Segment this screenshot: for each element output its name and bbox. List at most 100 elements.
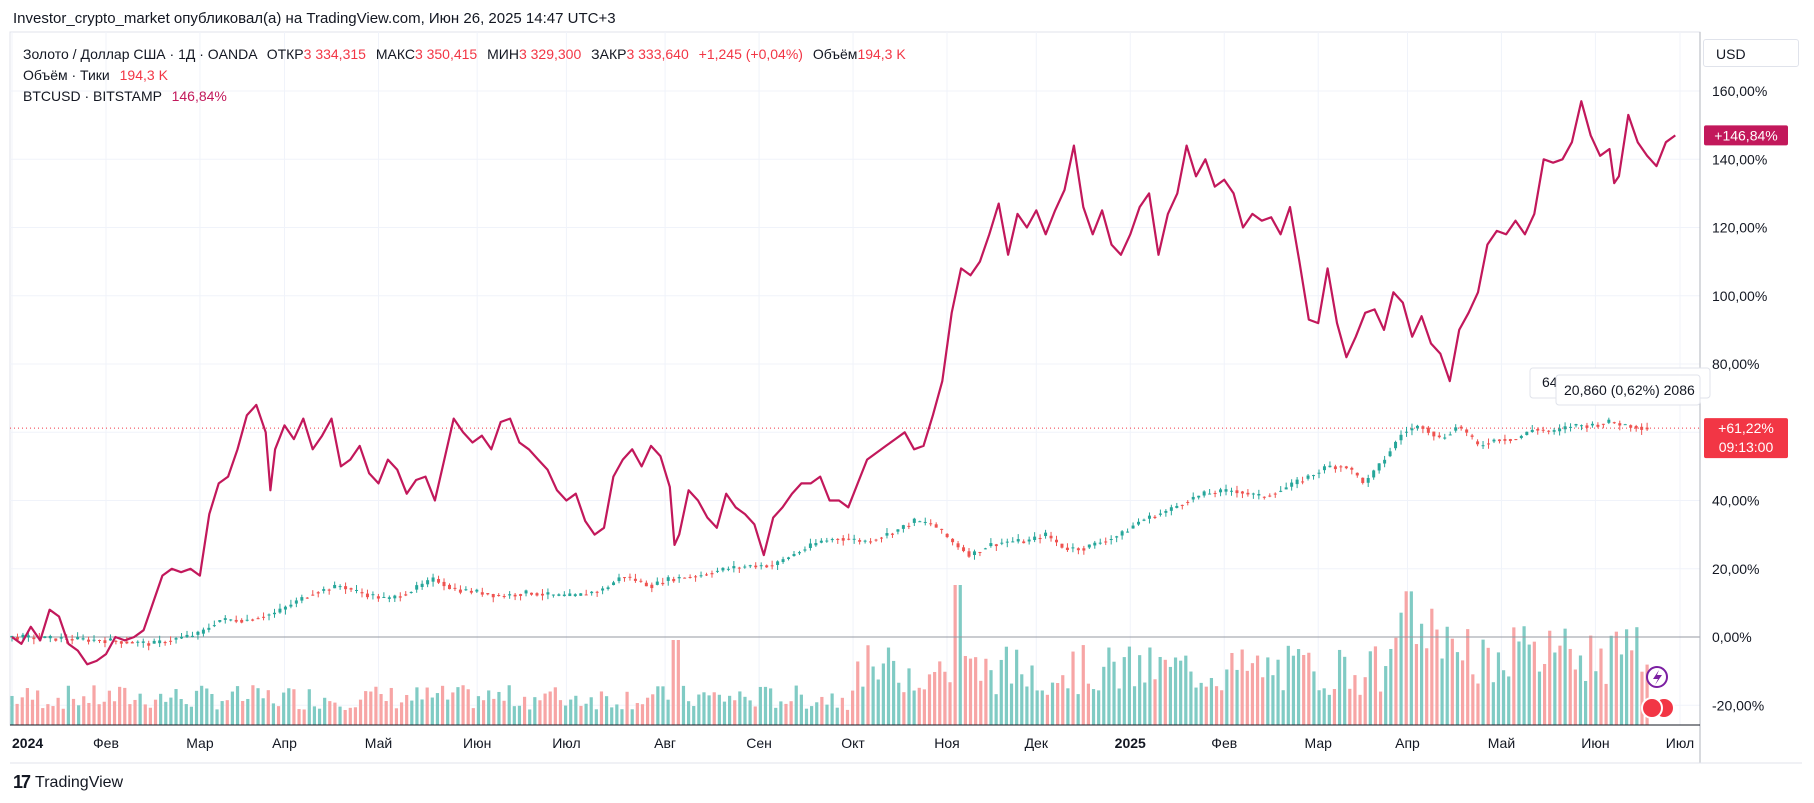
volume-bar [1158,656,1162,725]
gold-candle [103,640,107,644]
volume-bar [10,695,14,725]
volume-bar [143,704,147,725]
gold-candle [989,543,993,547]
gold-candle [1629,425,1633,428]
gold-candle [1487,443,1491,445]
gold-candle [677,576,681,579]
btc-price-badge [1704,125,1788,146]
gold-candle [409,591,413,593]
volume-bar [528,709,532,725]
legend-compare[interactable]: BTCUSD · BITSTAMP 146,84% [23,88,227,104]
gold-candle [426,580,430,585]
volume-bar [1471,674,1475,725]
legend-symbol[interactable]: Золото / Доллар США · 1Д · OANDA [23,46,257,62]
gold-candle [458,589,462,593]
volume-bar [51,706,55,725]
volume-bar [1240,649,1244,725]
volume-bar [656,686,660,725]
volume-bar [1312,671,1316,725]
gold-candle [825,540,829,542]
gold-candle [1530,429,1534,433]
gold-candle [1355,472,1359,476]
volume-bar [1384,666,1388,725]
gold-candle [1404,431,1408,433]
x-tick-label: Июн [1581,735,1609,751]
gold-candle [1033,536,1037,541]
volume-bar [461,685,465,725]
footer-brand[interactable]: 17 TradingView [13,772,123,793]
volume-bar [1578,655,1583,725]
volume-bar [763,686,768,725]
gold-candle [1317,472,1321,474]
volume-bar [1548,630,1552,725]
volume-bar [1348,688,1352,725]
gold-candle [1574,423,1578,426]
currency-selector[interactable]: USD [1703,39,1799,67]
gold-candle [896,529,900,532]
volume-bar [25,688,29,725]
volume-bar [702,692,706,725]
volume-bar [343,709,347,725]
volume-bar [989,670,993,725]
gold-candle [1011,541,1015,543]
volume-bar [589,697,593,725]
gold-candle [497,595,501,597]
legend-main[interactable]: Золото / Доллар США · 1Д · OANDA ОТКР3 3… [23,46,906,62]
volume-bar [640,704,645,725]
gold-candle [344,586,348,590]
volume-bar [938,661,942,725]
volume-bar [41,708,45,725]
volume-bar [584,703,588,725]
gold-candle [371,594,375,596]
volume-bar [522,696,527,725]
volume-bar [415,687,419,725]
volume-bar [563,705,568,725]
volume-bar [830,693,834,725]
x-tick-label: Сен [746,735,772,751]
volume-bar [1040,690,1044,725]
gold-candle [442,581,446,587]
volume-bar [107,690,111,725]
gold-candle [382,596,386,598]
gold-candle [1618,423,1622,426]
x-tick-label: 2024 [12,735,43,751]
volume-bar [630,709,634,725]
x-tick-label: Июл [1666,735,1694,751]
volume-bar [1466,629,1470,725]
gold-candle [1301,481,1305,483]
volume-bar [1107,647,1111,725]
volume-bar [666,699,670,725]
gold-candle [15,637,19,640]
volume-bar [492,698,496,725]
gold-candle [333,584,337,589]
gold-candle [1350,467,1354,470]
volume-bar [123,687,127,725]
volume-bar [645,697,650,725]
volume-bar [1214,686,1219,725]
gold-candle [945,533,949,538]
gold-candle [661,582,665,585]
gold-candle [1262,496,1266,498]
gold-candle [781,559,785,562]
legend-change: +1,245 (+0,04%) [698,46,803,62]
volume-bar [174,689,178,725]
volume-bar [71,698,76,725]
volume-bar [933,671,937,725]
gold-candle [360,592,364,594]
volume-bar [1568,648,1572,725]
gold-price-badge [1704,418,1788,459]
volume-bar [1599,648,1603,725]
gold-candle [229,619,233,621]
gold-candle [776,561,780,565]
volume-bar [1281,690,1285,725]
y-tick-label: 100,00% [1712,288,1767,304]
volume-bar [220,701,224,725]
legend-volume-ticks[interactable]: Объём · Тики 194,3 K [23,67,168,83]
volume-bar [30,699,35,725]
volume-bar [1363,677,1367,725]
gold-candle [108,638,112,641]
gold-candle [1547,430,1551,432]
gold-candle [152,640,156,644]
